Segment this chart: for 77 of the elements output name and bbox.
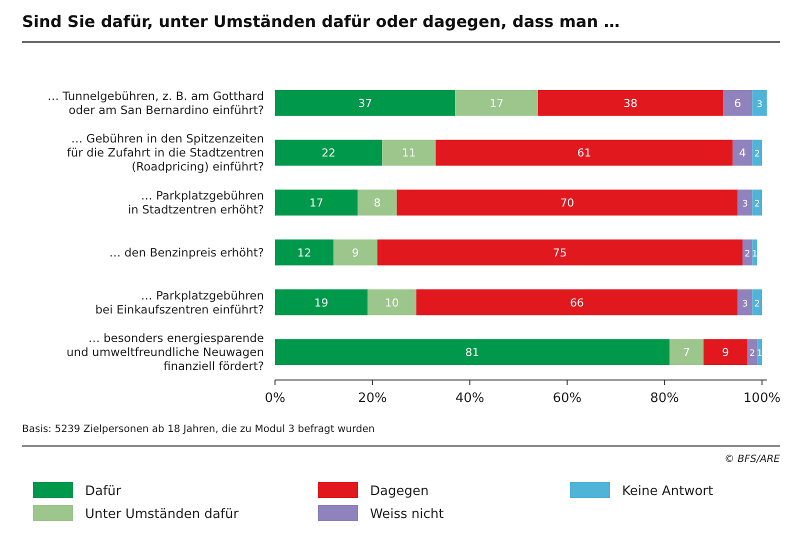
- bar: [275, 239, 334, 266]
- bar: [275, 190, 358, 216]
- data-label: 2: [749, 349, 756, 360]
- y-tick-label: … den Benzinpreis erhöht?: [109, 245, 264, 260]
- data-label: 6: [734, 96, 742, 110]
- bar: [732, 140, 752, 166]
- bar: [704, 339, 748, 366]
- bar: [747, 339, 758, 366]
- data-label: 8: [374, 196, 381, 210]
- data-label: 75: [552, 246, 567, 260]
- bar: [275, 339, 670, 366]
- legend-label: Dagegen: [370, 484, 429, 499]
- bar: [436, 140, 733, 166]
- y-tick-label: … besonders energiesparende und umweltfreundliche Neuwagen finanziell fördert?: [66, 331, 264, 374]
- bar: [275, 140, 382, 166]
- data-label: 9: [352, 246, 359, 260]
- x-tick-label: 80%: [650, 391, 680, 406]
- bar: [396, 190, 738, 216]
- bar: [455, 90, 538, 116]
- data-label: 2: [744, 249, 750, 260]
- x-tick-label: 100%: [743, 391, 781, 406]
- y-tick-label: … Tunnelgebühren, z. B. am Gotthard oder am San Bernardino einführt?: [47, 88, 264, 117]
- data-label: 1: [756, 349, 762, 360]
- bar: [368, 289, 416, 316]
- legend-label: Dafür: [85, 484, 122, 499]
- bar: [358, 190, 397, 216]
- bar: [752, 90, 767, 116]
- data-label: 66: [570, 296, 584, 310]
- chart-title: Sind Sie dafür, unter Umständen dafür oder dagegen, dass man …: [22, 12, 620, 31]
- bar: [538, 90, 724, 116]
- x-tick-label: 40%: [455, 391, 484, 406]
- bar: [742, 239, 752, 266]
- x-tick-label: 20%: [358, 391, 387, 406]
- y-tick-label: … Parkplatzgebühren bei Einkaufszentren einführt?: [95, 288, 264, 316]
- y-tick-label: … Gebühren in den Spitzenzeiten für die Zufahrt in die Stadtzentren (Roadpricing) einführt?: [66, 132, 264, 174]
- data-label: 22: [322, 146, 336, 160]
- text: © BFS/ARE: [724, 454, 781, 465]
- bar: [738, 289, 752, 316]
- data-label: 17: [309, 196, 324, 210]
- data-label: 38: [624, 96, 638, 110]
- legend-label: Unter Umständen dafür: [85, 507, 240, 522]
- x-tick-label: 0%: [264, 391, 286, 406]
- data-label: 7: [683, 346, 690, 360]
- y-tick-label: … Parkplatzgebühren in Stadtzentren erhöht?: [128, 188, 264, 217]
- data-label: 70: [560, 196, 574, 210]
- bar: [416, 289, 738, 316]
- data-label: 1: [752, 249, 758, 260]
- data-label: 37: [358, 96, 372, 110]
- data-label: 2: [754, 299, 760, 310]
- bar: [275, 90, 456, 116]
- bar: [333, 239, 378, 266]
- bar: [377, 239, 743, 266]
- data-label: 3: [742, 200, 748, 210]
- x-tick-label: 60%: [552, 391, 582, 406]
- data-label: 12: [297, 246, 312, 260]
- bar: [757, 339, 762, 366]
- data-label: 11: [402, 146, 416, 160]
- legend-label: Keine Antwort: [622, 484, 714, 499]
- bar: [738, 190, 752, 216]
- text: Basis: 5239 Zielpersonen ab 18 Jahren, die zu Modul 3 befragt wurden: [22, 424, 375, 435]
- data-label: 2: [754, 150, 760, 160]
- bar: [752, 190, 762, 216]
- data-label: 19: [314, 296, 328, 310]
- legend-label: Weiss nicht: [370, 507, 444, 522]
- data-label: 3: [756, 100, 762, 110]
- data-label: 2: [754, 200, 760, 210]
- data-label: 9: [722, 346, 729, 360]
- bar: [275, 289, 368, 316]
- data-label: 61: [577, 146, 592, 160]
- data-label: 10: [384, 296, 399, 310]
- data-label: 17: [490, 96, 504, 110]
- bar: [669, 339, 704, 366]
- bar: [382, 140, 436, 166]
- data-label: 3: [742, 299, 748, 310]
- bar: [723, 90, 752, 116]
- data-label: 4: [739, 146, 746, 160]
- data-label: 81: [465, 346, 480, 360]
